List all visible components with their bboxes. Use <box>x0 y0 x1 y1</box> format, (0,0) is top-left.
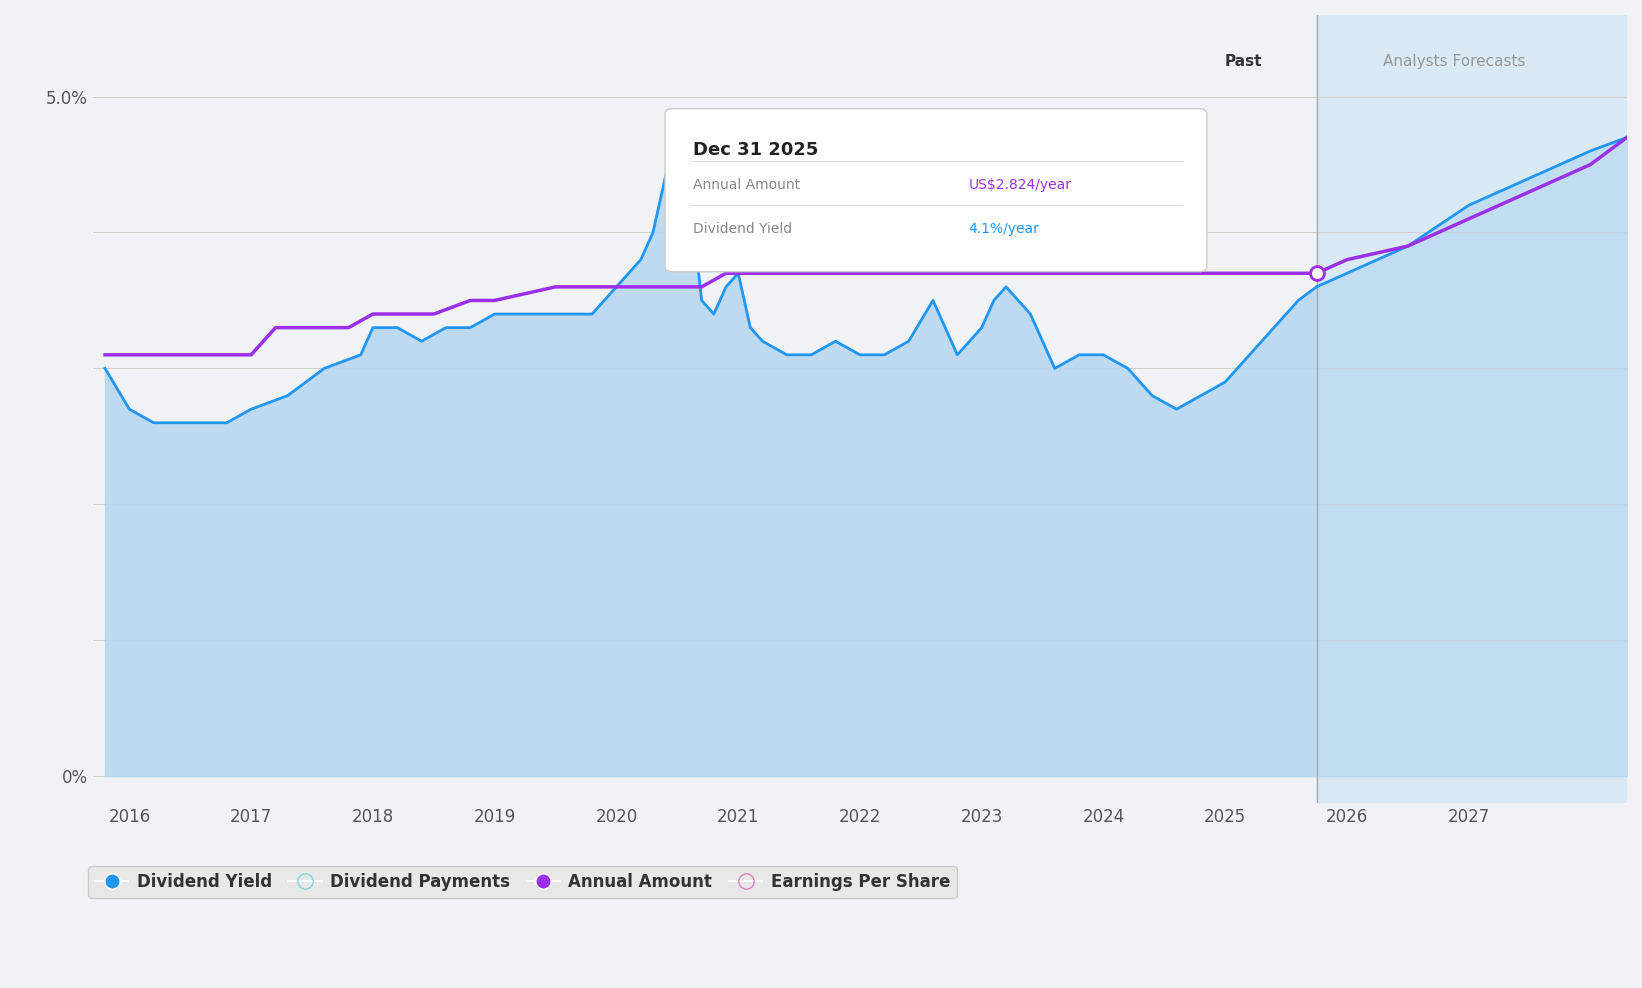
Text: US$2.824/year: US$2.824/year <box>969 178 1072 192</box>
Text: Past: Past <box>1225 54 1261 69</box>
Text: Annual Amount: Annual Amount <box>693 178 800 192</box>
Text: Analysts Forecasts: Analysts Forecasts <box>1384 54 1525 69</box>
Text: Dec 31 2025: Dec 31 2025 <box>693 141 818 159</box>
Text: 4.1%/year: 4.1%/year <box>969 222 1039 236</box>
Legend: Dividend Yield, Dividend Payments, Annual Amount, Earnings Per Share: Dividend Yield, Dividend Payments, Annua… <box>89 866 957 897</box>
Text: Dividend Yield: Dividend Yield <box>693 222 791 236</box>
Bar <box>1317 15 1627 803</box>
